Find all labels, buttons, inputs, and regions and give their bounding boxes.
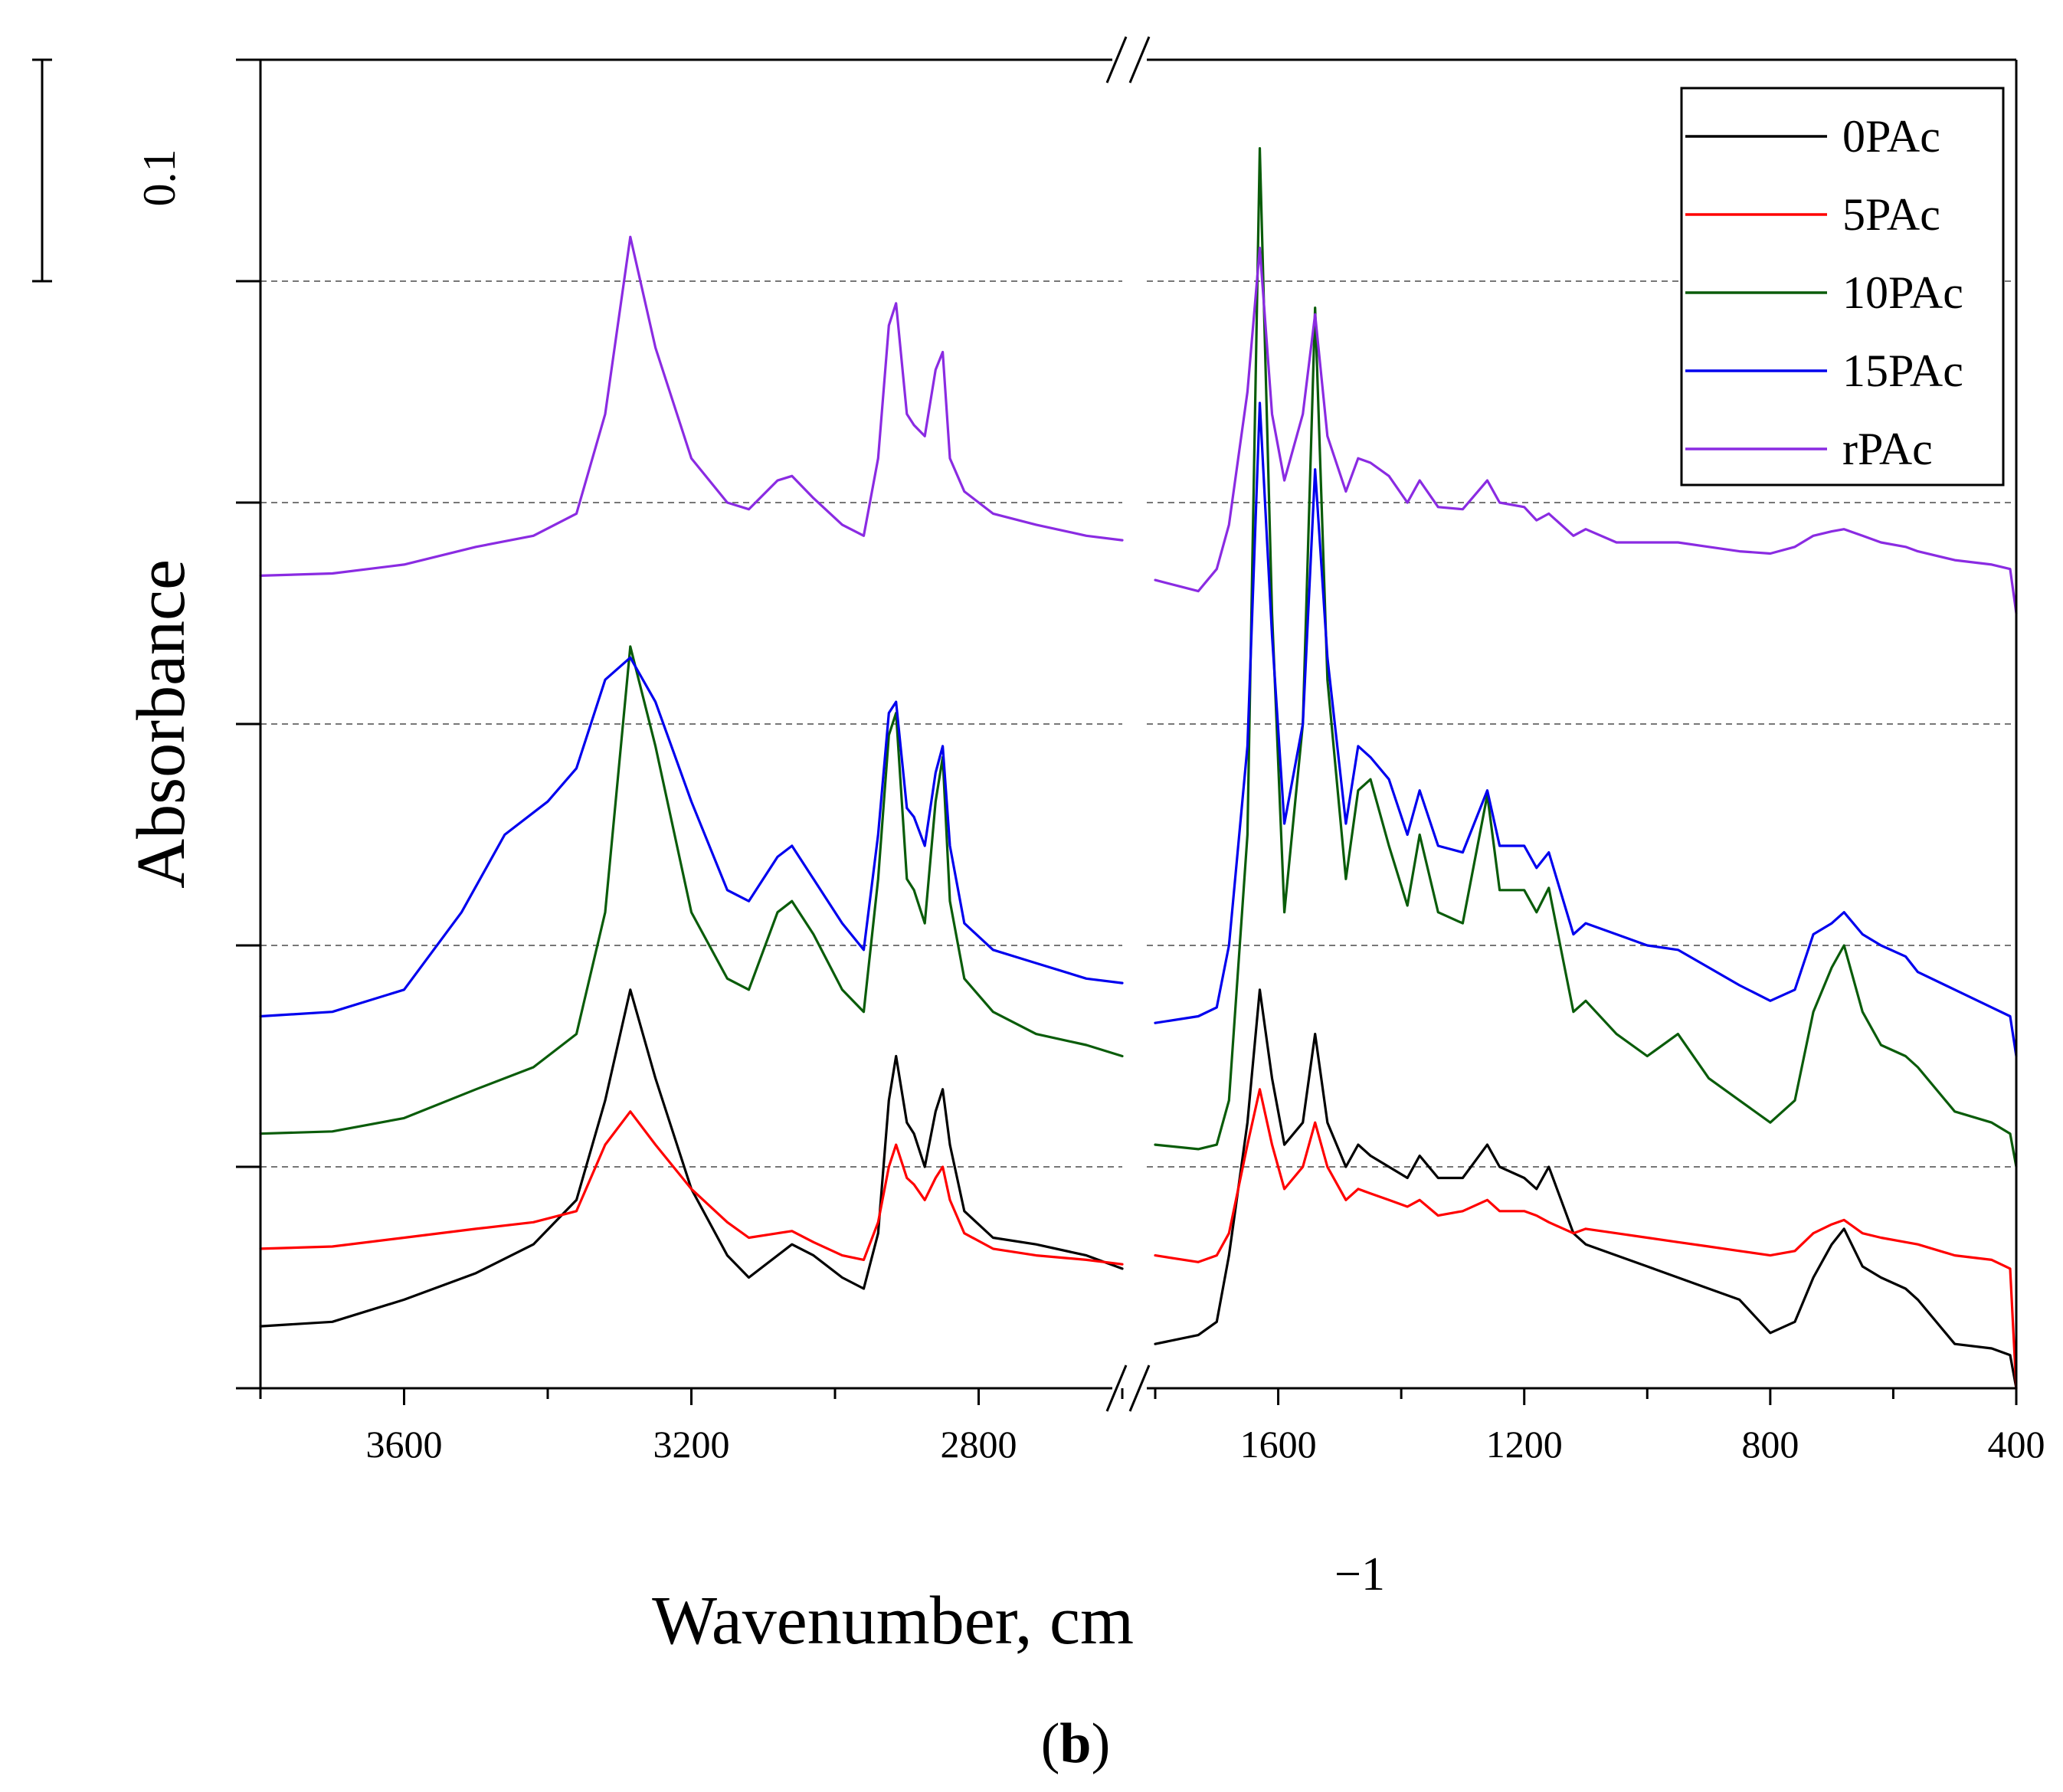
x-tick-label: 400: [1988, 1423, 2045, 1466]
scale-bar: [32, 58, 52, 283]
x-tick-label: 1200: [1486, 1423, 1563, 1466]
axis-break-marks: [1105, 36, 1151, 1412]
panel-label-close-paren: ): [1092, 1712, 1111, 1775]
x-tick-label: 3200: [653, 1423, 730, 1466]
series-line-5pac: [259, 1110, 1124, 1266]
series-lines: [259, 147, 2018, 1390]
x-axis-label-text: Wavenumber, cm: [652, 1583, 1134, 1659]
x-tick-label: 1600: [1240, 1423, 1317, 1466]
series-line-15pac: [259, 656, 1124, 1018]
legend-label: 0PAc: [1842, 111, 1940, 162]
bottom-break-mark-1: [1105, 1364, 1128, 1412]
scale-bar-label: 0.1: [134, 149, 185, 207]
legend: 0PAc 5PAc 10PAc 15PAc rPAc: [1680, 87, 2005, 486]
x-tick-label: 800: [1741, 1423, 1799, 1466]
x-ticks: 3600 3200 2800 1600 1200 800 400: [259, 1388, 2045, 1466]
x-tick-label: 3600: [366, 1423, 443, 1466]
legend-label: 10PAc: [1842, 267, 1963, 318]
x-tick-label: 2800: [941, 1423, 1017, 1466]
series-line-10pac: [259, 645, 1124, 1135]
series-line-5pac: [1154, 1088, 2018, 1390]
legend-label: 15PAc: [1842, 346, 1963, 396]
y-ticks: [236, 58, 260, 1390]
series-line-10pac: [1154, 147, 2018, 1168]
panel-label: (b): [1041, 1712, 1110, 1775]
top-break-mark-2: [1128, 36, 1151, 84]
x-axis-label-superscript: −1: [1334, 1548, 1385, 1600]
legend-label: 5PAc: [1842, 189, 1940, 240]
panel-label-letter: b: [1059, 1712, 1091, 1775]
y-axis-label: Absorbance: [123, 559, 199, 889]
bottom-break-mark-2: [1128, 1364, 1151, 1412]
legend-box: [1680, 87, 2005, 486]
legend-label: rPAc: [1842, 424, 1933, 474]
series-line-rpac: [259, 235, 1124, 578]
top-break-mark-1: [1105, 36, 1128, 84]
series-line-15pac: [1154, 401, 2018, 1058]
gridlines: [260, 280, 2016, 1168]
x-axis-label: Wavenumber, cm: [652, 1583, 1134, 1659]
panel-label-open-paren: (: [1041, 1712, 1060, 1775]
series-line-rpac: [1154, 247, 2018, 615]
series-line-0pac: [259, 988, 1124, 1328]
series-line-0pac: [1154, 988, 2018, 1390]
